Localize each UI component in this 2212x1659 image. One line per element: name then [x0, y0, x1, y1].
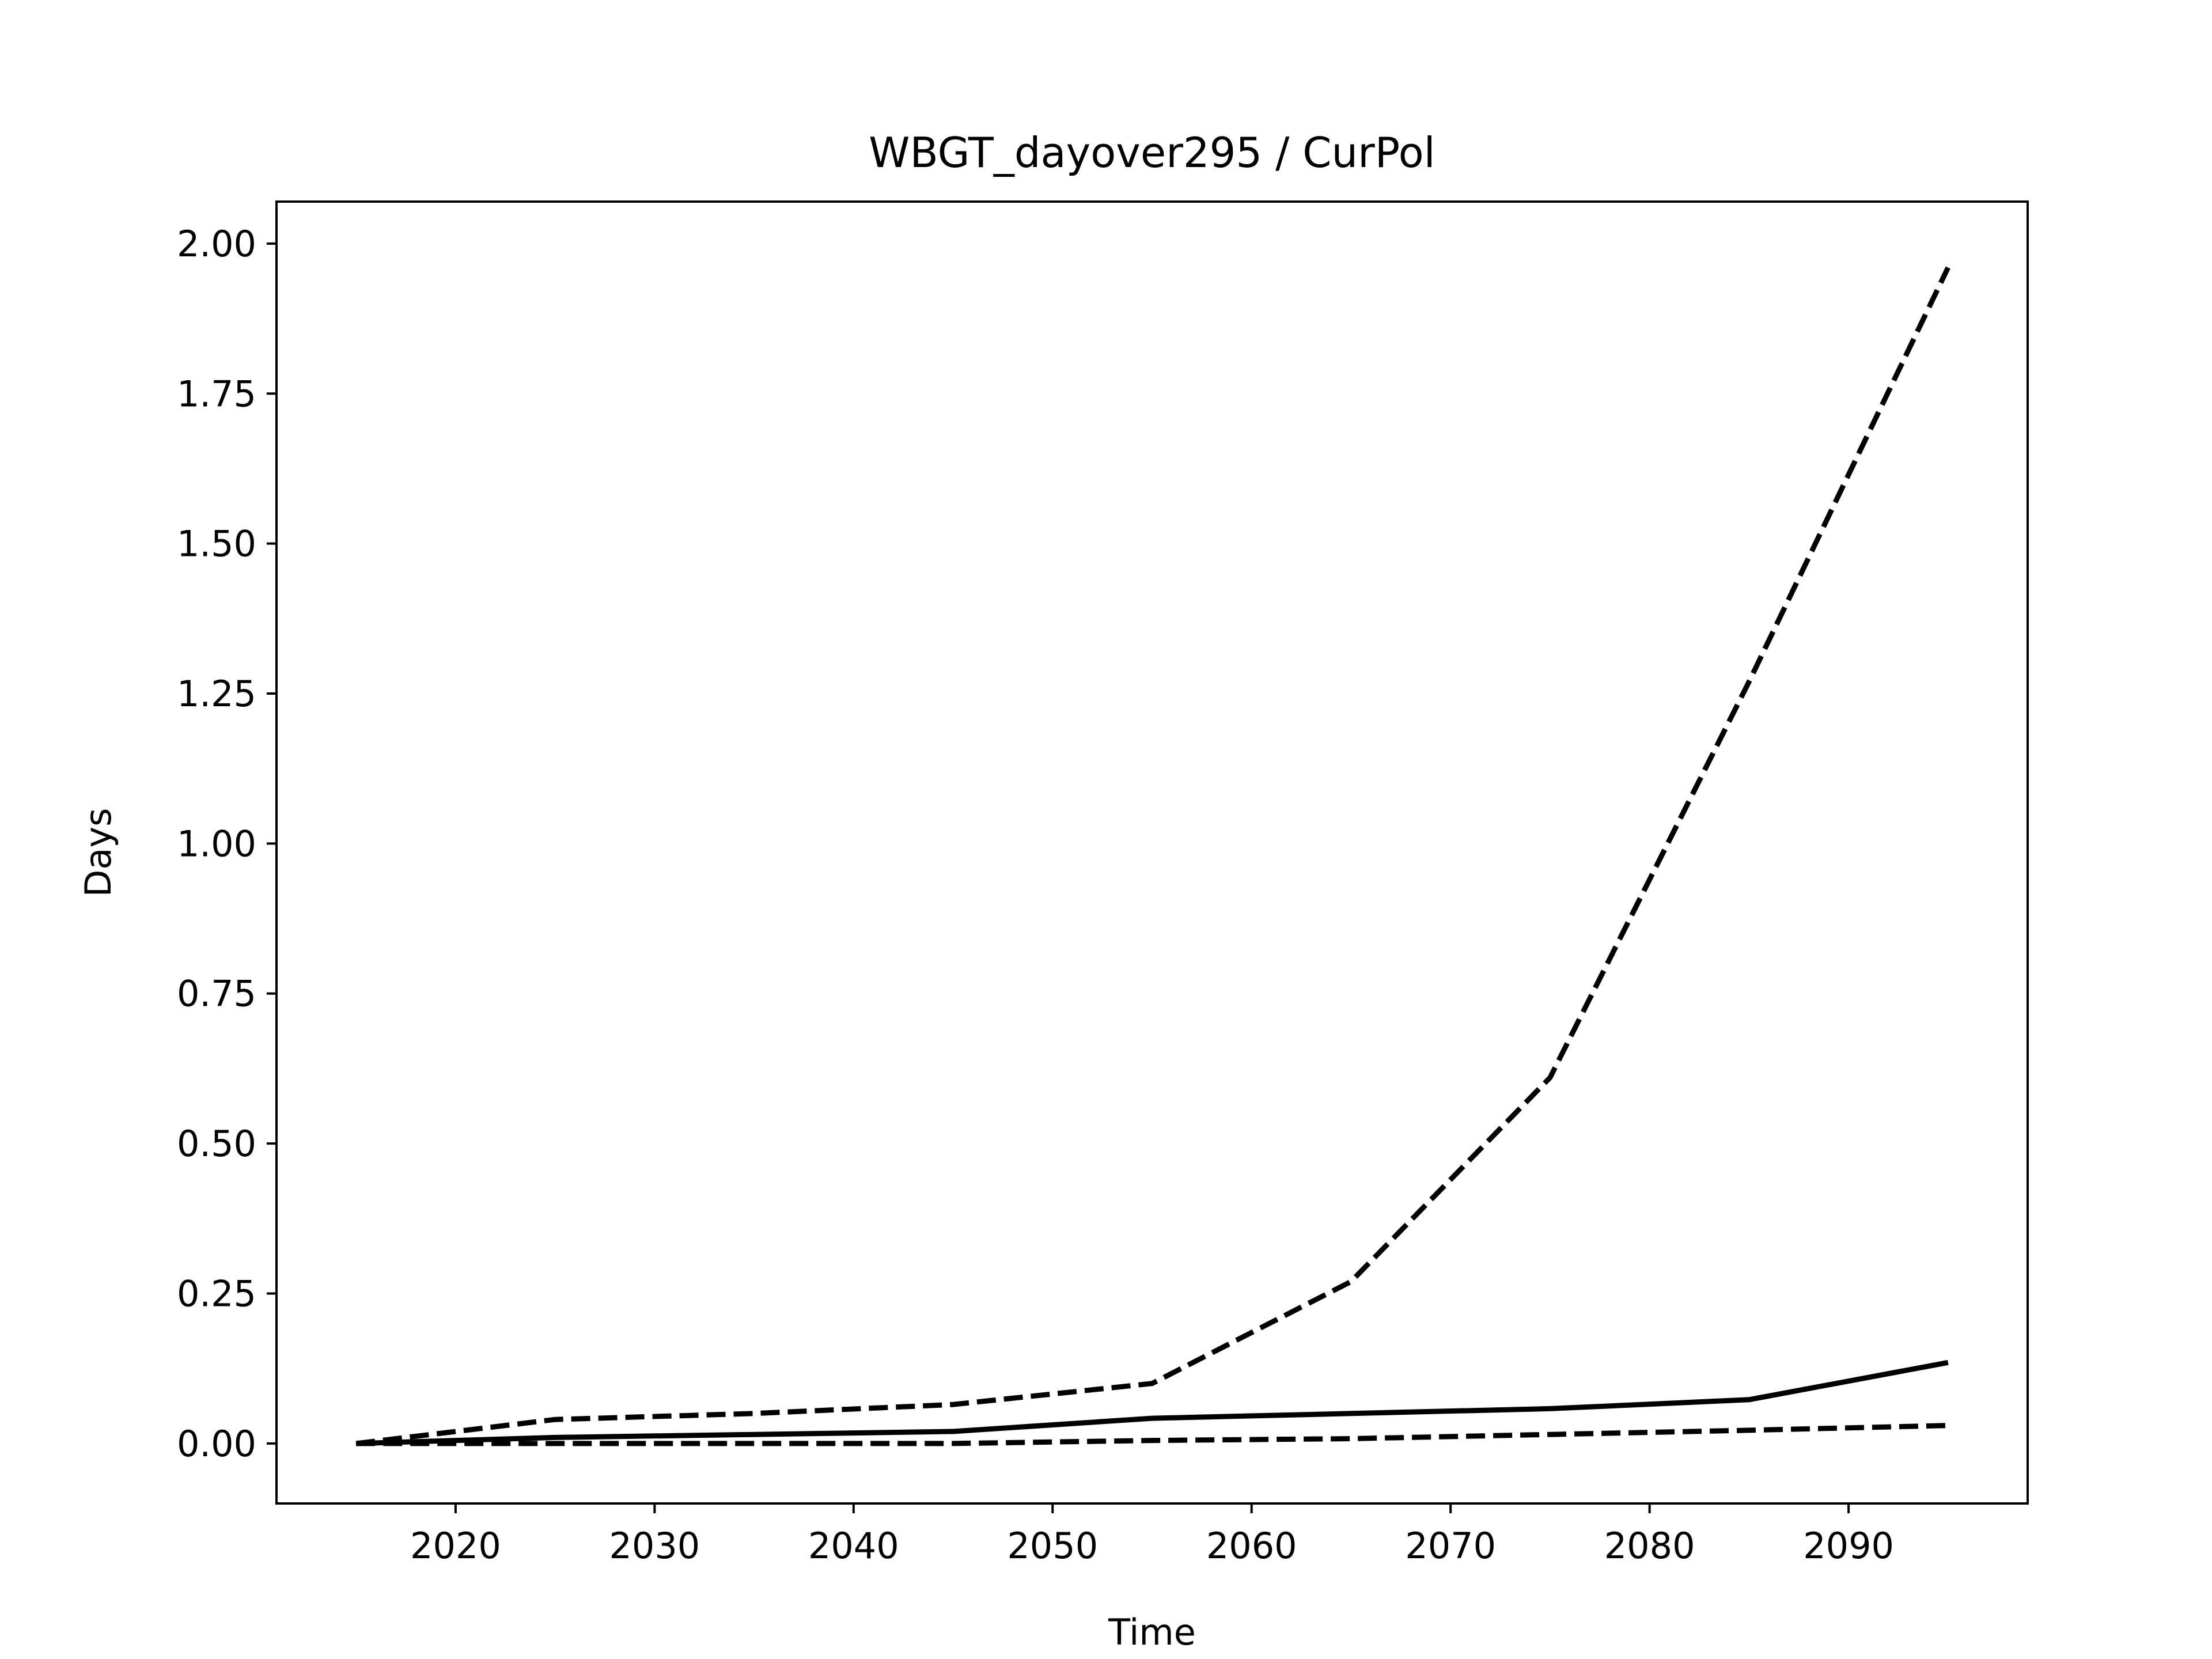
y-tick-label: 0.00 [177, 1423, 256, 1465]
series-line-3 [356, 1423, 1948, 1446]
y-tick-label: 0.50 [177, 1123, 256, 1165]
x-tick-label: 2070 [1405, 1525, 1496, 1567]
x-tick-label: 2090 [1803, 1525, 1894, 1567]
y-tick-label: 1.00 [177, 823, 256, 865]
x-tick-label: 2050 [1007, 1525, 1098, 1567]
y-axis-ticks: 0.00 0.25 0.50 0.75 1.00 1.25 1.50 1.75 2.00 [177, 223, 276, 1465]
x-axis-label: Time [1108, 1611, 1196, 1653]
x-tick-label: 2080 [1604, 1525, 1695, 1567]
x-axis-ticks: 2020 2030 2040 2050 2060 2070 2080 2090 [410, 1503, 1894, 1567]
x-tick-label: 2040 [808, 1525, 899, 1567]
series-line-2 [356, 1359, 1949, 1446]
y-tick-label: 1.50 [177, 523, 256, 565]
y-tick-label: 1.75 [177, 373, 256, 415]
plot-frame [275, 200, 2029, 1505]
y-tick-label: 1.25 [177, 673, 256, 715]
y-tick-label: 0.25 [177, 1272, 256, 1315]
chart-title: WBGT_dayover295 / CurPol [869, 128, 1435, 177]
y-tick-label: 0.75 [177, 973, 256, 1015]
x-tick-label: 2020 [410, 1525, 501, 1567]
y-tick-label: 2.00 [177, 223, 256, 265]
x-tick-label: 2060 [1206, 1525, 1297, 1567]
series-line-1 [355, 266, 1950, 1446]
x-tick-label: 2030 [609, 1525, 700, 1567]
series-layer [355, 266, 1950, 1446]
y-axis-label: Days [77, 808, 119, 897]
